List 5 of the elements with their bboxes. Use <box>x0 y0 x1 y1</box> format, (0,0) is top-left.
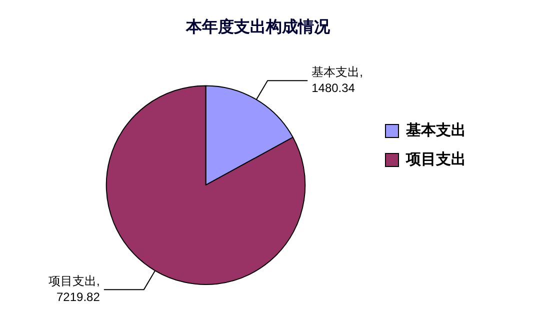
legend-label: 项目支出 <box>405 150 466 168</box>
legend-label: 基本支出 <box>405 120 466 139</box>
chart-title: 本年度支出构成情况 <box>185 16 331 36</box>
data-label: 项目支出, 7219.82 <box>48 274 100 304</box>
data-label: 基本支出, 1480.34 <box>312 64 363 95</box>
